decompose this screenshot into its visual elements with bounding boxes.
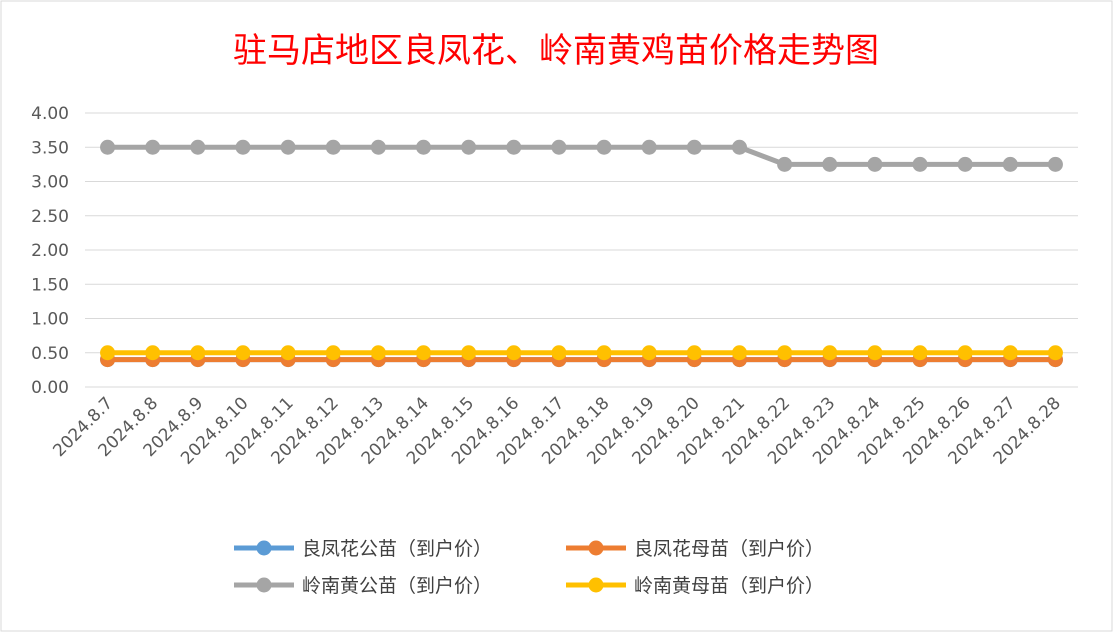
series [100, 345, 1063, 361]
y-tick-label: 2.00 [31, 241, 69, 261]
data-point [777, 345, 793, 361]
legend-item: 良凤花母苗（到户价） [566, 538, 824, 560]
data-point [1047, 345, 1063, 361]
data-point [235, 345, 251, 361]
legend-item: 岭南黄公苗（到户价） [234, 575, 492, 597]
legend-label: 岭南黄公苗（到户价） [302, 575, 492, 597]
data-point [957, 156, 973, 172]
data-point [235, 139, 251, 155]
data-point [731, 345, 747, 361]
legend-label: 岭南黄母苗（到户价） [634, 575, 824, 597]
y-tick-label: 0.50 [31, 344, 69, 364]
series-line [107, 144, 1056, 167]
data-point [100, 139, 116, 155]
data-point [190, 139, 206, 155]
data-point [1047, 156, 1063, 172]
legend-swatch-marker [588, 540, 604, 556]
data-point [957, 345, 973, 361]
data-point [461, 139, 477, 155]
legend-item: 岭南黄母苗（到户价） [566, 575, 824, 597]
data-point [280, 139, 296, 155]
data-point [912, 345, 928, 361]
series [100, 139, 1063, 172]
data-point [145, 345, 161, 361]
data-point [867, 345, 883, 361]
data-point [145, 139, 161, 155]
legend-swatch-marker [588, 577, 604, 593]
data-point [596, 345, 612, 361]
data-point [280, 345, 296, 361]
data-point [641, 139, 657, 155]
data-point [506, 139, 522, 155]
data-point [912, 156, 928, 172]
chart-title: 驻马店地区良凤花、岭南黄鸡苗价格走势图 [233, 31, 879, 71]
data-point [822, 156, 838, 172]
data-point [506, 345, 522, 361]
legend-label: 良凤花公苗（到户价） [302, 538, 492, 560]
y-tick-label: 0.00 [31, 378, 69, 398]
legend-swatch-marker [256, 540, 272, 556]
y-tick-label: 2.50 [31, 207, 69, 227]
data-point [416, 139, 432, 155]
legend-item: 良凤花公苗（到户价） [234, 538, 492, 560]
y-tick-label: 1.50 [31, 275, 69, 295]
data-point [100, 345, 116, 361]
legend-label: 良凤花母苗（到户价） [634, 538, 824, 560]
data-point [325, 139, 341, 155]
data-point [867, 156, 883, 172]
y-tick-label: 1.00 [31, 310, 69, 330]
y-tick-label: 3.00 [31, 173, 69, 193]
data-point [190, 345, 206, 361]
data-point [461, 345, 477, 361]
data-point [686, 345, 702, 361]
data-point [822, 345, 838, 361]
data-point [551, 139, 567, 155]
legend: 良凤花公苗（到户价） 良凤花母苗（到户价） 岭南黄公苗（到户价） 岭南黄母苗（到户价） [234, 538, 824, 597]
data-point [325, 345, 341, 361]
y-tick-label: 3.50 [31, 138, 69, 158]
data-point [370, 345, 386, 361]
data-point [416, 345, 432, 361]
data-point [551, 345, 567, 361]
data-point [596, 139, 612, 155]
data-point [686, 139, 702, 155]
data-point [641, 345, 657, 361]
y-axis-ticks: 0.00 0.50 1.00 1.50 2.00 2.50 3.00 3.50 4.00 [31, 104, 69, 398]
data-point [777, 156, 793, 172]
data-point [731, 139, 747, 155]
data-point [1002, 345, 1018, 361]
data-point [370, 139, 386, 155]
data-point [1002, 156, 1018, 172]
legend-swatch-marker [256, 577, 272, 593]
series-group [100, 139, 1063, 368]
y-tick-label: 4.00 [31, 104, 69, 124]
